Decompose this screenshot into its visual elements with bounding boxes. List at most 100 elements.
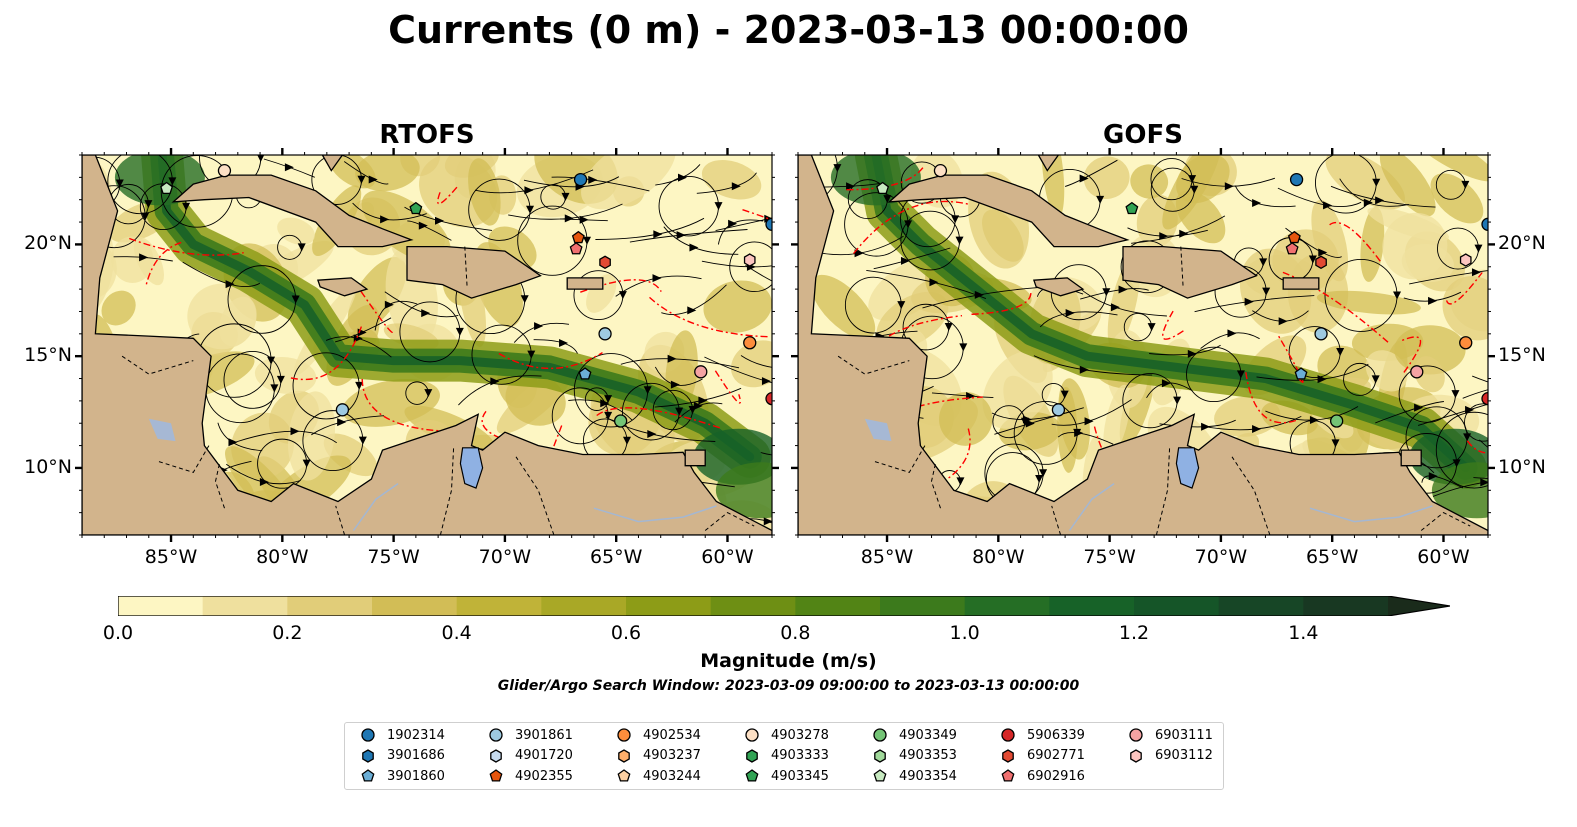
land-jamaica bbox=[317, 277, 369, 297]
float-marker-1902314 bbox=[765, 217, 772, 231]
legend-item-4903349: 4903349 bbox=[871, 726, 957, 744]
legend-item-4903345: 4903345 bbox=[743, 767, 829, 785]
hexagon-marker-icon bbox=[1002, 748, 1014, 763]
float-markers bbox=[160, 163, 772, 428]
float-marker-4902355 bbox=[571, 230, 585, 244]
hexagon-marker-icon bbox=[1130, 748, 1142, 763]
land-trinidad bbox=[684, 449, 706, 467]
land-mask bbox=[798, 155, 1488, 535]
float-marker-4903349 bbox=[1329, 414, 1344, 428]
figure-title: Currents (0 m) - 2023-03-13 00:00:00 bbox=[388, 8, 1189, 52]
colorbar-tick-label: 0.0 bbox=[102, 622, 134, 644]
panel-title-gofs: GOFS bbox=[1103, 120, 1183, 150]
colorbar-label: Magnitude (m/s) bbox=[700, 650, 877, 672]
legend-item-6903111: 6903111 bbox=[1127, 726, 1213, 744]
hexagon-marker-icon bbox=[362, 748, 374, 763]
legend-label: 6902916 bbox=[1027, 768, 1085, 784]
float-marker-6903111 bbox=[694, 365, 708, 379]
pentagon-marker-icon bbox=[617, 769, 631, 782]
lon-tick-label: 60°W bbox=[1417, 546, 1470, 568]
float-markers bbox=[876, 163, 1488, 428]
float-marker-3901861 bbox=[1314, 327, 1328, 341]
lat-tick-label-right: 10°N bbox=[1498, 455, 1546, 478]
legend-marker bbox=[361, 769, 375, 782]
lon-tick-label: 75°W bbox=[1083, 546, 1136, 568]
lon-tick-label: 70°W bbox=[1194, 546, 1248, 568]
colorbar-tick-label: 0.8 bbox=[780, 622, 811, 644]
legend-item-4903244: 4903244 bbox=[615, 767, 701, 785]
hexagon-marker-icon bbox=[490, 748, 502, 763]
legend-label: 4903244 bbox=[643, 768, 701, 784]
land-hispaniola bbox=[1122, 245, 1258, 299]
legend-label: 4903333 bbox=[771, 748, 829, 763]
colorbar-bin bbox=[626, 596, 712, 616]
float-marker-4903354 bbox=[876, 181, 890, 195]
legend-item-3901861: 3901861 bbox=[487, 726, 573, 744]
legend-item-4902534: 4902534 bbox=[615, 726, 701, 744]
legend-label: 6902771 bbox=[1027, 748, 1085, 763]
map-gofs[interactable] bbox=[791, 148, 1495, 542]
legend-item-6902771: 6902771 bbox=[999, 747, 1085, 765]
hexagon-marker-icon bbox=[618, 748, 630, 763]
legend-label: 3901686 bbox=[387, 748, 445, 763]
map-frame bbox=[81, 154, 773, 536]
colorbar-tick-label: 1.2 bbox=[1118, 622, 1150, 644]
pentagon-marker-icon bbox=[1001, 769, 1015, 782]
colorbar-tick-label: 1.4 bbox=[1288, 622, 1319, 644]
legend-label: 3901861 bbox=[515, 727, 573, 743]
panel-title-rtofs: RTOFS bbox=[379, 120, 475, 150]
colorbar-bin bbox=[372, 596, 458, 616]
lake-maracaibo bbox=[1175, 447, 1200, 489]
legend-label: 4903345 bbox=[771, 768, 829, 784]
colorbar-bin bbox=[1049, 596, 1135, 616]
circle-marker-icon bbox=[745, 728, 759, 742]
legend-label: 4903237 bbox=[643, 748, 701, 763]
float-marker-1902314 bbox=[1481, 217, 1488, 231]
float-marker-4903278 bbox=[933, 163, 948, 178]
land-puertorico bbox=[1282, 277, 1320, 290]
float-marker-4902534 bbox=[743, 336, 757, 350]
land-bahamas1 bbox=[321, 155, 344, 172]
map-rtofs[interactable] bbox=[75, 148, 779, 542]
float-marker-6903112 bbox=[743, 253, 756, 267]
float-marker-3901860 bbox=[1294, 367, 1308, 380]
float-marker-4903278 bbox=[217, 163, 232, 178]
colorbar-bin bbox=[456, 596, 542, 616]
pentagon-marker-icon bbox=[489, 769, 503, 782]
legend-marker bbox=[1002, 748, 1014, 763]
float-marker-3901861 bbox=[1051, 403, 1066, 417]
colorbar-extend-arrow bbox=[1388, 596, 1450, 616]
land-puertorico bbox=[566, 277, 604, 290]
pentagon-marker-icon bbox=[873, 769, 887, 782]
colorbar-bin bbox=[710, 596, 796, 616]
legend-label: 5906339 bbox=[1027, 727, 1085, 743]
lon-tick-label: 85°W bbox=[144, 546, 198, 568]
legend-label: 4903278 bbox=[771, 727, 829, 743]
lon-tick-label: 75°W bbox=[367, 546, 420, 568]
tick-marks bbox=[75, 148, 779, 542]
colorbar-bin bbox=[1218, 596, 1304, 616]
legend-marker bbox=[490, 748, 502, 763]
float-marker-5906339 bbox=[1481, 391, 1488, 406]
legend-item-4901720: 4901720 bbox=[487, 747, 573, 765]
circle-marker-icon bbox=[489, 728, 503, 742]
lake-nicaragua bbox=[148, 418, 176, 442]
legend-label: 3901860 bbox=[387, 768, 445, 784]
float-marker-6902916 bbox=[1285, 242, 1299, 255]
legend-label: 4903354 bbox=[899, 768, 957, 784]
colorbar-bin bbox=[202, 596, 288, 616]
hexagon-marker-icon bbox=[746, 748, 758, 763]
legend-label: 1902314 bbox=[387, 727, 445, 743]
float-marker-6902771 bbox=[599, 255, 611, 270]
float-marker-6902916 bbox=[569, 242, 583, 255]
legend-marker bbox=[745, 728, 759, 742]
float-marker-4902534 bbox=[1459, 336, 1473, 350]
colorbar-bin bbox=[1303, 596, 1389, 616]
legend-item-3901860: 3901860 bbox=[359, 767, 445, 785]
legend-label: 6903111 bbox=[1155, 727, 1213, 743]
float-marker-6903111 bbox=[1410, 365, 1424, 379]
legend-item-6902916: 6902916 bbox=[999, 767, 1085, 785]
land-central bbox=[82, 155, 772, 535]
lon-tick-label: 80°W bbox=[256, 546, 309, 568]
colorbar-bin bbox=[795, 596, 881, 616]
